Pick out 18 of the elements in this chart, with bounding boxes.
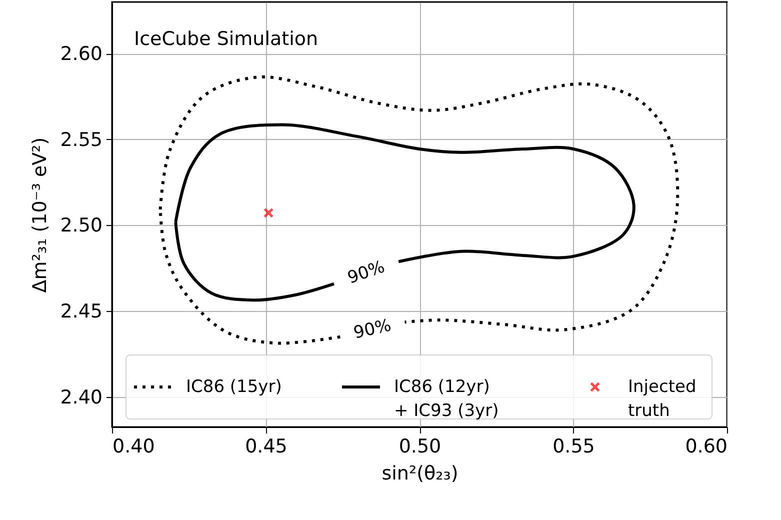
x-tick-label: 0.45 bbox=[245, 436, 288, 458]
annotation: 90% bbox=[345, 257, 388, 288]
y-tick-label: 2.55 bbox=[60, 128, 102, 151]
legend-label: IC86 (12yr) + IC93 (3yr) bbox=[394, 377, 499, 421]
x-tick-label: 0.60 bbox=[685, 436, 728, 458]
annotation: IceCube Simulation bbox=[134, 28, 318, 50]
y-tick-label: 2.60 bbox=[60, 43, 102, 66]
x-tick-label: 0.40 bbox=[112, 436, 155, 458]
x-axis-title: sin²(θ₂₃) bbox=[382, 462, 458, 484]
y-tick-label: 2.50 bbox=[60, 214, 102, 237]
x-tick-label: 0.55 bbox=[552, 436, 595, 458]
y-axis-title: Δm²₃₁ (10⁻³ eV²) bbox=[29, 137, 52, 293]
annotation: 90% bbox=[352, 316, 394, 344]
legend-label: Injected truth bbox=[628, 377, 696, 421]
y-tick-label: 2.40 bbox=[60, 386, 102, 408]
legend-label: IC86 (15yr) bbox=[186, 377, 282, 397]
x-tick-label: 0.50 bbox=[398, 436, 442, 458]
y-tick-label: 2.45 bbox=[60, 300, 102, 323]
